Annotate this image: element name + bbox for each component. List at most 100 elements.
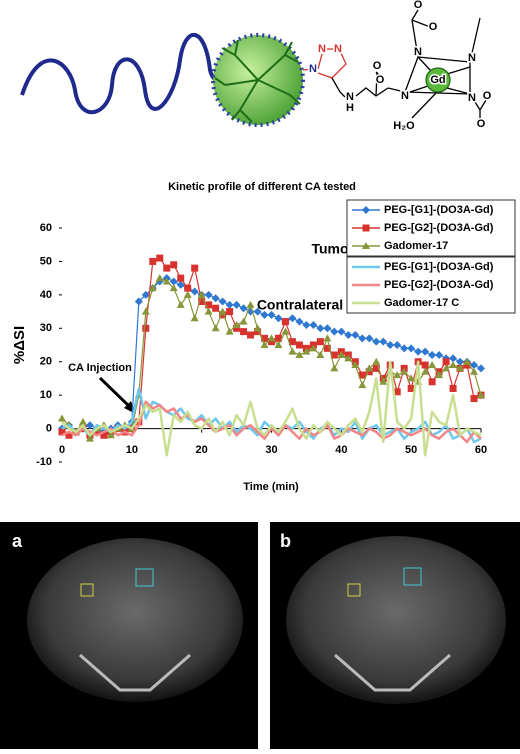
point — [463, 357, 472, 365]
point — [156, 254, 164, 262]
panel-label: b — [280, 531, 291, 551]
legend-label: PEG-[G1]-(DO3A-Gd) — [384, 204, 494, 216]
point — [358, 381, 367, 389]
point — [323, 334, 332, 342]
point — [141, 290, 150, 299]
point — [268, 338, 275, 346]
point — [170, 261, 178, 269]
point — [330, 351, 338, 359]
point — [163, 264, 171, 272]
point — [316, 338, 324, 346]
atom-label: O — [414, 0, 423, 11]
chart-title: Kinetic profile of different CA tested — [168, 181, 356, 193]
x-tick-label: 20 — [196, 444, 208, 456]
point — [169, 277, 178, 286]
point — [379, 377, 388, 385]
point — [233, 324, 241, 332]
point — [149, 257, 157, 265]
point — [162, 277, 171, 285]
point — [142, 324, 150, 332]
point — [184, 284, 192, 292]
point — [281, 327, 290, 335]
point — [428, 361, 437, 369]
point — [176, 280, 185, 289]
point — [226, 308, 234, 316]
point — [191, 264, 199, 272]
x-tick-label: 40 — [335, 444, 347, 456]
point — [428, 351, 437, 360]
point — [254, 328, 262, 336]
point — [351, 361, 360, 369]
mri-panels — [0, 522, 520, 749]
point — [393, 388, 401, 396]
x-tick-label: 0 — [59, 444, 65, 456]
point — [288, 338, 296, 346]
point — [267, 310, 276, 319]
point — [65, 431, 73, 439]
point — [253, 324, 262, 332]
point — [239, 317, 248, 325]
x-tick-label: 50 — [405, 444, 417, 456]
y-tick-label: 10 — [40, 389, 52, 401]
molecule-drawing — [20, 9, 487, 127]
point — [295, 341, 303, 349]
legend-marker — [362, 206, 370, 214]
point — [407, 384, 415, 392]
point — [421, 347, 430, 356]
point — [428, 378, 436, 386]
point — [134, 297, 143, 306]
point — [204, 307, 213, 315]
point — [372, 364, 380, 372]
atom-label: O — [376, 74, 385, 86]
point — [407, 344, 416, 353]
point — [302, 320, 311, 329]
point — [330, 364, 339, 372]
point — [93, 428, 101, 436]
point — [240, 328, 248, 336]
atom-label: H — [346, 102, 354, 114]
point — [274, 341, 283, 348]
point — [295, 317, 304, 326]
atom-label: N — [401, 90, 409, 102]
point — [141, 307, 150, 315]
point — [358, 371, 366, 379]
point — [204, 290, 213, 299]
y-tick-label: 50 — [40, 255, 52, 267]
point — [177, 274, 185, 282]
atom-label: O — [429, 21, 438, 33]
point — [400, 344, 409, 353]
atom-label: O — [483, 90, 492, 102]
point — [414, 347, 423, 356]
point — [435, 351, 444, 360]
point — [470, 367, 479, 375]
y-tick-label: -10 — [36, 456, 52, 468]
atom-label: N — [414, 46, 422, 58]
atom-label: O — [373, 60, 382, 72]
point — [169, 284, 178, 292]
point — [85, 434, 94, 442]
legend-marker — [362, 242, 370, 249]
point — [456, 357, 465, 366]
series-line — [61, 400, 482, 444]
point — [449, 361, 458, 369]
atom-label: N — [468, 52, 476, 64]
point — [85, 421, 94, 430]
arrow — [98, 376, 132, 409]
legend-label: Gadomer-17 — [384, 240, 448, 252]
annotation: CA Injection — [68, 362, 132, 374]
point — [372, 337, 381, 346]
point — [435, 371, 444, 379]
x-tick-label: 30 — [265, 444, 277, 456]
point — [316, 324, 325, 333]
point — [218, 297, 227, 306]
point — [211, 294, 220, 303]
point — [309, 320, 318, 329]
point — [393, 371, 402, 379]
point — [176, 300, 185, 308]
point — [400, 367, 409, 375]
point — [232, 300, 241, 309]
point — [470, 394, 478, 402]
point — [155, 274, 164, 282]
